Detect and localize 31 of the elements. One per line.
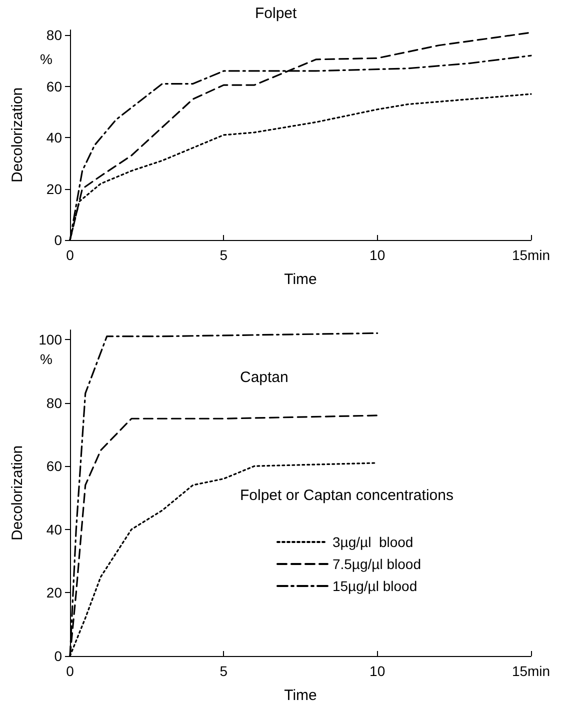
- y-tick-label: 80: [46, 27, 62, 44]
- y-tick-label: 60: [46, 458, 62, 474]
- y-tick-label: 100: [38, 331, 62, 348]
- y-tick-label: 40: [46, 130, 62, 146]
- y-tick-label: 60: [46, 78, 62, 94]
- x-tick-label: 0: [66, 663, 74, 679]
- legend-title: Folpet or Captan concentrations: [240, 487, 454, 504]
- x-axis-title: Time: [284, 271, 317, 288]
- text: %: [40, 351, 52, 367]
- x-tick-label: 10: [370, 247, 386, 263]
- x-tick-label: 5: [220, 247, 228, 263]
- x-axis-title: Time: [284, 687, 317, 704]
- y-axis-title: Decolorization: [9, 87, 26, 183]
- legend-label: 15µg/µl blood: [332, 578, 418, 594]
- x-tick-label: 15min: [512, 663, 550, 679]
- y-tick-label: 40: [46, 521, 62, 538]
- text: %: [40, 51, 52, 67]
- y-axis-title: Decolorization: [9, 445, 26, 541]
- x-tick-label: 0: [66, 247, 74, 263]
- legend-label: 7.5µg/µl blood: [332, 556, 422, 572]
- x-tick-label: 5: [220, 663, 228, 679]
- y-tick-label: 20: [46, 180, 62, 197]
- y-tick-label: 0: [54, 648, 62, 664]
- x-tick-label: 10: [370, 663, 386, 679]
- y-tick-label: 80: [46, 394, 62, 411]
- chart-title: Folpet: [255, 5, 298, 22]
- x-tick-label: 15min: [512, 247, 550, 263]
- y-tick-label: 20: [46, 584, 62, 601]
- text: Captan: [240, 369, 288, 386]
- y-tick-label: 0: [54, 232, 62, 248]
- legend-label: 3µg/µl blood: [332, 534, 414, 550]
